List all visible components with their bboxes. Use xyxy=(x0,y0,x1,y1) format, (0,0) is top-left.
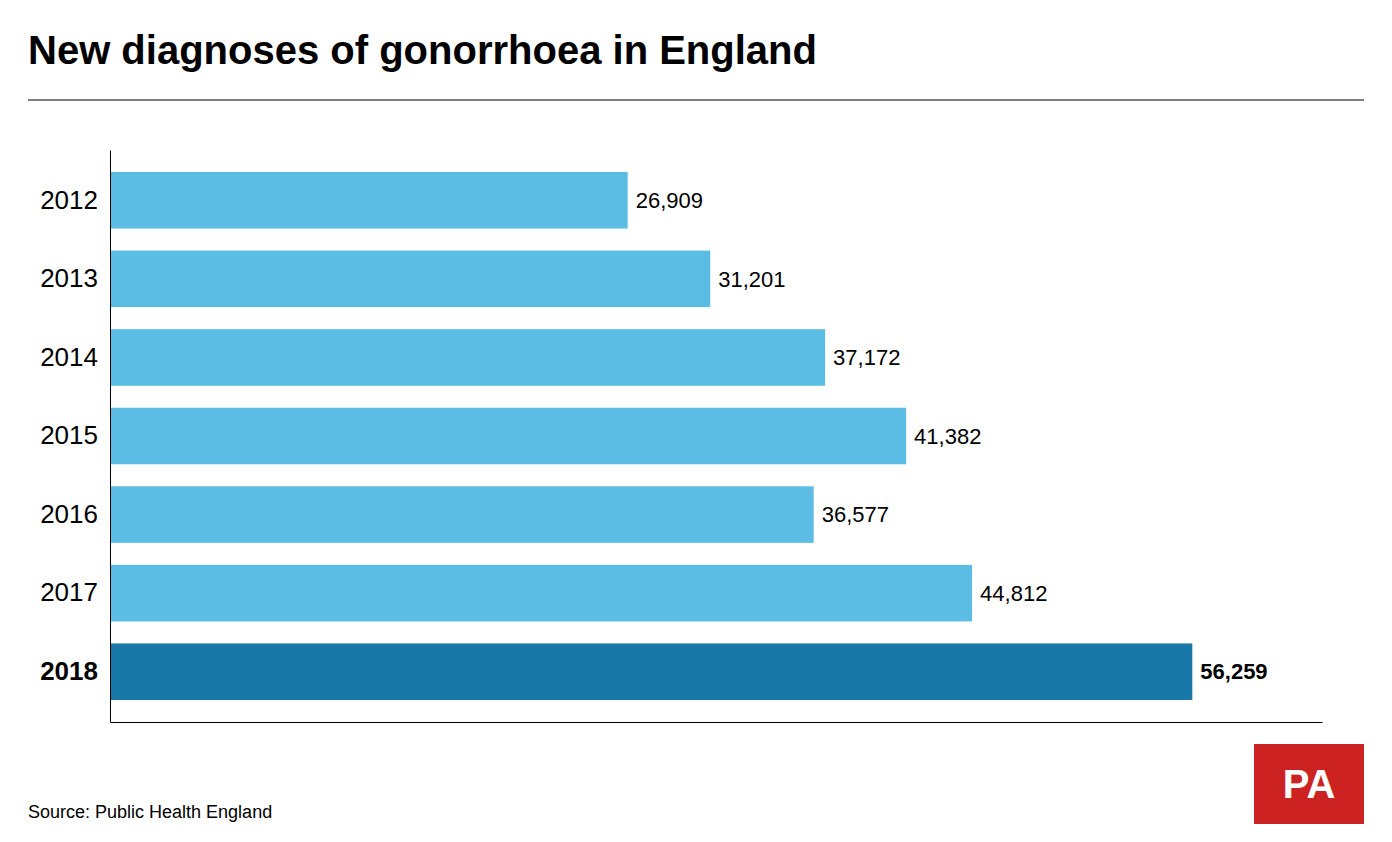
source: Source: Public Health England xyxy=(28,802,272,822)
y-tick: 2013 xyxy=(40,263,110,293)
x-axis xyxy=(111,722,1323,723)
plot: 26,909 31,201 37,172 41,382 36,577 44,812 56,2… xyxy=(40,151,1322,723)
data-labels: 26,909 31,201 37,172 41,382 36,577 44,812 56,2… xyxy=(636,188,1268,684)
data-label: 36,577 xyxy=(822,502,889,527)
chart: New diagnoses of gonorrhoea in England 26… xyxy=(0,0,1392,842)
title: New diagnoses of gonorrhoea in England xyxy=(28,28,817,72)
y-tick-label: 2013 xyxy=(40,263,98,293)
y-tick: 2015 xyxy=(40,420,110,450)
y-tick-label: 2017 xyxy=(40,577,98,607)
y-tick-label: 2016 xyxy=(40,499,98,529)
y-tick: 2014 xyxy=(40,342,110,372)
data-label: 56,259 xyxy=(1200,659,1267,684)
bar xyxy=(110,565,972,622)
logo: PA xyxy=(1254,744,1364,824)
data-label: 31,201 xyxy=(718,267,785,292)
y-tick: 2018 xyxy=(40,656,110,686)
bar xyxy=(110,486,814,543)
y-tick: 2012 xyxy=(40,185,110,215)
bar xyxy=(110,172,628,229)
data-label: 26,909 xyxy=(636,188,703,213)
data-label: 41,382 xyxy=(914,424,981,449)
data-label: 37,172 xyxy=(833,345,900,370)
x-axis-line xyxy=(111,722,1323,723)
bar xyxy=(110,329,825,386)
y-tick-label: 2015 xyxy=(40,420,98,450)
data-label: 44,812 xyxy=(980,581,1047,606)
bar xyxy=(110,408,906,465)
bars xyxy=(110,172,1192,700)
y-tick-label: 2018 xyxy=(40,656,98,686)
y-axis: 2012 2013 2014 2015 2016 2017 2018 xyxy=(40,151,110,723)
bar xyxy=(110,643,1192,700)
bar xyxy=(110,251,710,308)
y-tick-label: 2014 xyxy=(40,342,98,372)
y-tick: 2017 xyxy=(40,577,110,607)
logo-text: PA xyxy=(1283,762,1336,806)
y-tick-label: 2012 xyxy=(40,185,98,215)
y-axis-line xyxy=(110,151,111,723)
title-rule xyxy=(28,99,1364,101)
y-tick: 2016 xyxy=(40,499,110,529)
logo-box xyxy=(1254,744,1364,824)
